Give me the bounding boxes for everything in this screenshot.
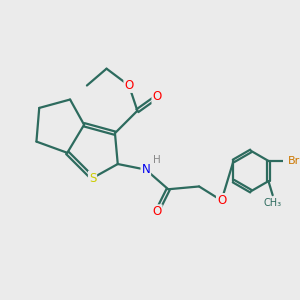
Text: O: O [152,90,162,103]
Text: S: S [89,172,96,184]
Text: Br: Br [288,156,300,166]
Text: O: O [152,205,162,218]
Text: CH₃: CH₃ [264,198,282,208]
Text: O: O [124,79,134,92]
Text: H: H [153,155,160,165]
Text: O: O [217,194,226,207]
Text: N: N [141,163,150,176]
